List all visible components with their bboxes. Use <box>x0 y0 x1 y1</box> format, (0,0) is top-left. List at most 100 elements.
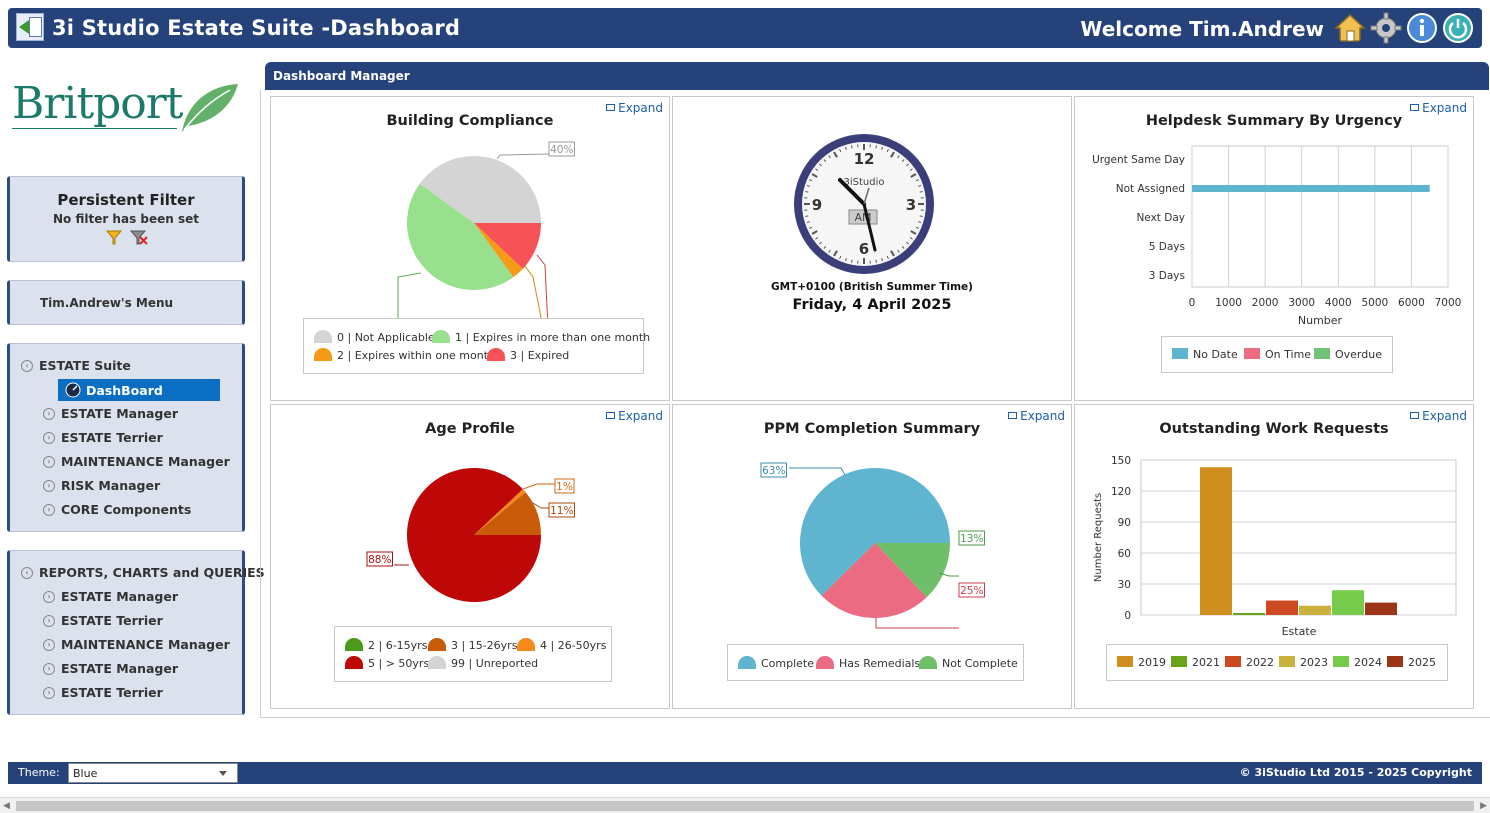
clock-tick <box>875 145 877 149</box>
expand-icon[interactable]: › <box>43 456 55 468</box>
x-tick-label: 6000 <box>1398 297 1425 309</box>
legend-item[interactable]: 2025 <box>1387 656 1436 669</box>
clock-tick <box>823 159 827 162</box>
report-item-estate-terrier-2[interactable]: ESTATE Terrier <box>61 685 163 700</box>
legend-item[interactable]: 5 | > 50yrs <box>345 656 429 670</box>
report-item-estate-manager[interactable]: ESTATE Manager <box>61 589 179 604</box>
legend-swatch <box>428 656 446 669</box>
expand-icon <box>606 104 616 111</box>
collapse-icon[interactable]: ‹ <box>21 360 33 372</box>
nav-item-maintenance-manager[interactable]: MAINTENANCE Manager <box>61 454 230 469</box>
legend-item[interactable]: 3 | Expired <box>487 348 569 362</box>
clock-tick <box>806 221 810 224</box>
expand-icon[interactable]: › <box>43 663 55 675</box>
pie-slice[interactable] <box>407 183 514 290</box>
pie-slice[interactable] <box>821 543 927 618</box>
expand-link[interactable]: Expand <box>1410 101 1467 115</box>
bar[interactable] <box>1332 590 1364 615</box>
scroll-right-icon[interactable]: ▶ <box>1480 801 1487 811</box>
expand-icon[interactable]: › <box>43 432 55 444</box>
expand-icon[interactable]: › <box>43 687 55 699</box>
expand-icon[interactable]: › <box>43 408 55 420</box>
expand-link[interactable]: Expand <box>606 409 663 423</box>
legend-item[interactable]: Not Complete <box>919 656 1018 670</box>
expand-icon[interactable]: › <box>43 639 55 651</box>
chart-title: Age Profile <box>425 421 515 437</box>
legend-item[interactable]: 99 | Unreported <box>428 656 538 670</box>
legend-item[interactable]: 1 | Expires in more than one month <box>432 330 650 344</box>
pie-slice[interactable] <box>474 223 541 269</box>
clear-filter-icon[interactable] <box>130 229 148 245</box>
pie-slice[interactable] <box>875 543 950 598</box>
legend-item[interactable]: 2022 <box>1225 656 1274 669</box>
pie-slice[interactable] <box>407 467 541 602</box>
clock-numeral: 6 <box>859 240 869 258</box>
legend-item[interactable]: 2 | Expires within one month <box>314 348 495 362</box>
legend-item[interactable]: No Date <box>1172 348 1238 361</box>
settings-gear-icon[interactable] <box>1370 12 1402 44</box>
scrollbar-thumb[interactable] <box>16 801 1474 811</box>
bar[interactable] <box>1299 605 1331 615</box>
horizontal-scrollbar[interactable]: ◀ ▶ <box>0 797 1490 813</box>
report-item-estate-manager-2[interactable]: ESTATE Manager <box>61 661 179 676</box>
chart-legend: Complete Has Remedials Not Complete <box>727 644 1024 681</box>
expand-icon[interactable]: › <box>43 615 55 627</box>
expand-link[interactable]: Expand <box>1008 409 1065 423</box>
pie-slice[interactable] <box>800 468 950 596</box>
legend-item[interactable]: Has Remedials <box>816 656 920 670</box>
legend-item[interactable]: 2024 <box>1333 656 1382 669</box>
pie-slice[interactable] <box>474 223 523 278</box>
estate-suite-heading[interactable]: ESTATE Suite <box>39 358 131 373</box>
legend-item[interactable]: 2023 <box>1279 656 1328 669</box>
britport-logo: Britport <box>12 76 242 138</box>
legend-item[interactable]: 4 | 26-50yrs <box>517 638 606 652</box>
back-app-icon[interactable] <box>16 13 44 41</box>
legend-item[interactable]: 0 | Not Applicable <box>314 330 435 344</box>
bar[interactable] <box>1365 602 1397 615</box>
home-icon[interactable] <box>1334 12 1366 44</box>
bar[interactable] <box>1266 600 1298 615</box>
collapse-icon[interactable]: ‹ <box>21 567 33 579</box>
user-menu-panel[interactable]: Tim.Andrew's Menu <box>7 280 245 325</box>
nav-item-estate-terrier[interactable]: ESTATE Terrier <box>61 430 163 445</box>
bar[interactable] <box>1200 467 1232 615</box>
expand-icon <box>1008 412 1018 419</box>
chart-legend: No Date On Time Overdue <box>1161 336 1393 373</box>
info-icon[interactable] <box>1406 12 1438 44</box>
legend-item[interactable]: 2021 <box>1171 656 1220 669</box>
theme-label: Theme: <box>18 766 60 779</box>
scroll-left-icon[interactable]: ◀ <box>3 801 10 811</box>
legend-item[interactable]: 2019 <box>1117 656 1166 669</box>
expand-icon[interactable]: › <box>43 591 55 603</box>
clock-tick <box>851 259 853 263</box>
pie-slice[interactable] <box>474 492 541 535</box>
theme-select[interactable]: Blue <box>68 763 238 783</box>
legend-item[interactable]: 3 | 15-26yrs <box>428 638 517 652</box>
report-item-estate-terrier[interactable]: ESTATE Terrier <box>61 613 163 628</box>
legend-swatch <box>1225 656 1241 667</box>
user-menu-label[interactable]: Tim.Andrew's Menu <box>40 296 174 310</box>
bar[interactable] <box>1233 612 1265 615</box>
legend-item[interactable]: Overdue <box>1314 348 1382 361</box>
nav-item-core-components[interactable]: CORE Components <box>61 502 192 517</box>
power-icon[interactable] <box>1442 12 1474 44</box>
legend-item[interactable]: On Time <box>1244 348 1311 361</box>
pie-slice[interactable] <box>419 156 541 223</box>
reports-heading[interactable]: REPORTS, CHARTS and QUERIES <box>39 565 265 580</box>
nav-item-estate-manager[interactable]: ESTATE Manager <box>61 406 179 421</box>
clock-tick <box>915 226 920 229</box>
nav-item-risk-manager[interactable]: RISK Manager <box>61 478 161 493</box>
bar[interactable] <box>1192 185 1430 192</box>
report-item-maintenance-manager[interactable]: MAINTENANCE Manager <box>61 637 230 652</box>
expand-link[interactable]: Expand <box>1410 409 1467 423</box>
expand-icon[interactable]: › <box>43 504 55 516</box>
footer-bar: Theme: Blue © 3iStudio Ltd 2015 - 2025 C… <box>8 762 1482 784</box>
nav-item-dashboard[interactable]: DashBoard <box>58 379 220 401</box>
legend-item[interactable]: Complete <box>738 656 814 670</box>
legend-item[interactable]: 2 | 6-15yrs <box>345 638 427 652</box>
pie-slice[interactable] <box>474 489 526 535</box>
filter-icon[interactable] <box>106 229 122 245</box>
legend-swatch <box>1314 348 1330 359</box>
expand-link[interactable]: Expand <box>606 101 663 115</box>
expand-icon[interactable]: › <box>43 480 55 492</box>
